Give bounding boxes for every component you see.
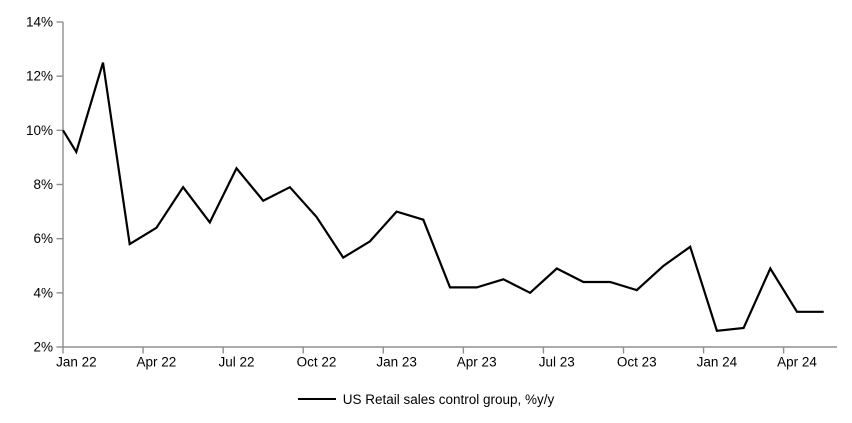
y-axis-tick-label: 4% bbox=[33, 285, 53, 300]
x-axis-tick-label: Jul 23 bbox=[539, 355, 575, 370]
x-axis-tick-label: Oct 22 bbox=[297, 355, 337, 370]
series-line-us-retail-control bbox=[62, 62, 824, 332]
x-axis-tick-label: Jul 22 bbox=[218, 355, 254, 370]
legend-label: US Retail sales control group, %y/y bbox=[342, 391, 555, 407]
y-axis-tick-label: 14% bbox=[26, 15, 53, 30]
legend-line-sample bbox=[297, 398, 336, 400]
x-axis-tick-label: Oct 23 bbox=[617, 355, 657, 370]
x-axis-tick-label: Jan 24 bbox=[697, 355, 738, 370]
x-axis-tick-label: Jan 22 bbox=[56, 355, 97, 370]
y-axis-tick-label: 10% bbox=[26, 123, 53, 138]
x-axis-tick-label: Jan 23 bbox=[376, 355, 417, 370]
y-axis-tick-label: 6% bbox=[33, 231, 53, 246]
y-axis-tick-label: 2% bbox=[33, 340, 53, 355]
x-axis-tick-label: Apr 24 bbox=[777, 355, 817, 370]
x-axis-tick-label: Apr 23 bbox=[457, 355, 497, 370]
y-axis-tick-label: 12% bbox=[26, 69, 53, 84]
legend: US Retail sales control group, %y/y bbox=[0, 390, 852, 408]
x-axis-tick-label: Apr 22 bbox=[137, 355, 177, 370]
y-axis-tick-label: 8% bbox=[33, 177, 53, 192]
